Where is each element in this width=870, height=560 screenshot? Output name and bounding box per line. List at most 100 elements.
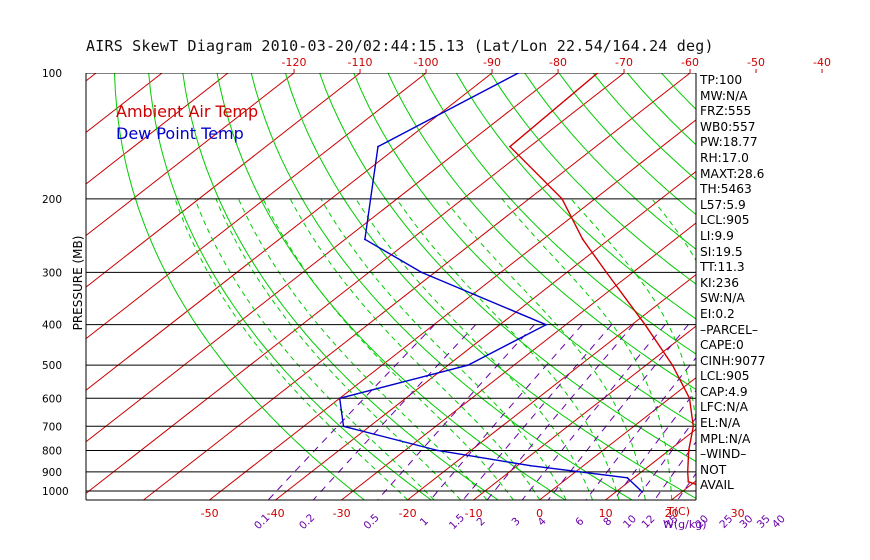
mixing-ratio-line — [770, 325, 870, 500]
moist-adiabat-line — [777, 199, 820, 500]
top-temp-tick-label: -50 — [747, 56, 765, 69]
stat-item: TT:11.3 — [700, 260, 745, 275]
pressure-tick-label: 400 — [42, 320, 62, 332]
moist-adiabat-line — [237, 198, 488, 500]
stat-item: PW:18.77 — [700, 135, 758, 150]
ambient-temp-point — [581, 238, 584, 241]
isotherm-line — [407, 273, 696, 500]
x-axis-label: T(C) — [666, 505, 690, 518]
ambient-temp-point — [687, 480, 690, 483]
mixing-ratio-line — [547, 324, 689, 500]
stat-item: FRZ:555 — [700, 104, 752, 119]
mixing-ratio-label: 1 — [418, 515, 431, 528]
isotherm-line — [86, 73, 295, 237]
ambient-temp-point — [692, 425, 695, 428]
pressure-tick-label: 800 — [42, 445, 62, 457]
mixing-ratio-line — [267, 324, 435, 500]
mixing-ratio-line — [753, 325, 870, 500]
dewpoint-temp-point — [342, 425, 345, 428]
bottom-temp-tick-label: -40 — [267, 507, 285, 520]
mixing-ratio-line — [785, 325, 870, 500]
isotherm-line — [86, 73, 229, 185]
stats-panel: TP:100 MW:N/A FRZ:555 WB0:557 PW:18.77 RH:17.… — [700, 73, 766, 494]
top-temp-tick-label: -70 — [615, 56, 633, 69]
moist-adiabat-line — [262, 198, 514, 500]
dry-adiabat-line — [353, 73, 696, 426]
isotherm-line — [143, 73, 691, 500]
bottom-temp-tick-label: -10 — [465, 507, 483, 520]
mixing-ratio-label: 10 — [621, 513, 639, 531]
moist-adiabat-line — [215, 198, 461, 500]
moist-adiabat-line — [570, 198, 696, 428]
stat-item: WB0:557 — [700, 119, 756, 134]
stat-item: EL:N/A — [700, 416, 741, 431]
dry-adiabat-line — [148, 73, 432, 500]
bottom-temp-tick-label: 10 — [599, 507, 613, 520]
moist-adiabat-line — [355, 198, 593, 500]
moist-adiabat-line — [174, 198, 409, 500]
top-temp-tick-label: -60 — [681, 56, 699, 69]
ambient-temp-point — [671, 364, 674, 367]
moist-adiabat-line — [194, 198, 435, 500]
top-temp-tick-label: -110 — [348, 56, 373, 69]
mixing-ratio-line — [585, 356, 696, 500]
ambient-temp-point — [687, 449, 690, 452]
mixing-ratio-line — [430, 324, 583, 500]
stat-item: LCL:905 — [700, 213, 750, 228]
stat-item: MAXT:28.6 — [700, 166, 765, 181]
dry-adiabat-line — [455, 73, 696, 320]
mixing-ratio-line — [462, 324, 613, 500]
mixing-ratio-line — [486, 324, 634, 500]
mixing-ratio-line — [635, 417, 696, 500]
pressure-tick-label: 700 — [42, 421, 62, 433]
mixing-ratio-label: 6 — [573, 515, 586, 528]
stat-item: SI:19.5 — [700, 244, 743, 259]
isotherm-line — [86, 73, 625, 494]
dewpoint-temp-point — [377, 145, 379, 148]
mixing-ratio-line — [613, 389, 696, 500]
top-temp-tick-label: -40 — [813, 56, 831, 69]
mixing-ratio-unit-label: W(g/kg) — [663, 518, 707, 531]
dewpoint-temp-point — [338, 397, 341, 400]
stat-item: CAPE:0 — [700, 338, 744, 353]
dry-adiabat-line — [490, 73, 696, 285]
stat-item: SW:N/A — [700, 291, 745, 306]
ambient-temp-line — [508, 73, 696, 486]
ambient-temp-point — [605, 271, 608, 274]
ambient-temp-point — [509, 145, 511, 148]
dewpoint-temp-point — [436, 449, 439, 452]
stat-item: LCL:905 — [700, 369, 750, 384]
stat-item: AVAIL — [700, 478, 734, 493]
pressure-tick-label: 300 — [42, 267, 62, 279]
bottom-temp-tick-label: 20 — [665, 507, 679, 520]
mixing-ratio-label: 40 — [770, 513, 788, 531]
stat-item: LFC:N/A — [700, 400, 748, 415]
pressure-tick-label: 200 — [42, 194, 62, 206]
isotherm-line — [86, 73, 427, 340]
pressure-tick-label: 100 — [42, 68, 62, 80]
mixing-ratio-label: 0.5 — [361, 512, 381, 532]
isotherm-line — [86, 73, 493, 391]
dewpoint-temp-point — [529, 464, 532, 467]
dewpoint-temp-point — [420, 271, 423, 274]
dry-adiabat-line — [867, 73, 870, 500]
dry-adiabat-line — [661, 73, 696, 110]
dry-adiabat-line — [798, 73, 870, 500]
moist-adiabat-line — [396, 198, 620, 500]
isotherm-line — [341, 222, 696, 500]
top-temp-tick-label: -90 — [483, 56, 501, 69]
dry-adiabat-line — [421, 73, 696, 355]
mixing-ratio-line — [521, 324, 666, 500]
moist-adiabat-line — [804, 199, 870, 500]
bottom-temp-tick-label: 30 — [731, 507, 745, 520]
pressure-tick-label: 600 — [42, 393, 62, 405]
bottom-temp-tick-label: -20 — [399, 507, 417, 520]
dewpoint-temp-point — [364, 238, 366, 241]
ambient-temp-point — [644, 323, 647, 326]
isotherm-line — [0, 73, 30, 500]
dry-adiabat-line — [284, 73, 696, 499]
legend-ambient: Ambient Air Temp — [116, 102, 258, 121]
ambient-temp-point — [596, 73, 599, 74]
stat-item: LI:9.9 — [700, 228, 734, 243]
